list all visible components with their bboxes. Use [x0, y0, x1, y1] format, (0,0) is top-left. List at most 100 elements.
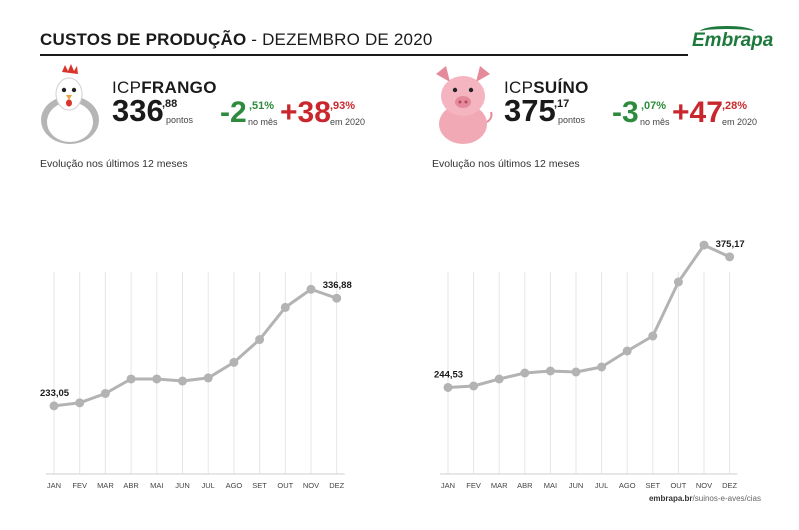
- page-title: CUSTOS DE PRODUÇÃO - DEZEMBRO DE 2020: [40, 30, 433, 50]
- x-tick-label: SET: [646, 481, 661, 490]
- variation-integer: 3: [622, 96, 639, 129]
- variation-sign: +: [280, 96, 298, 129]
- data-point: [673, 277, 683, 287]
- data-point: [203, 373, 213, 383]
- variation-month: -2 ,51% no mês: [220, 96, 278, 129]
- logo-text: Embrapa: [692, 30, 774, 51]
- data-point: [255, 335, 265, 345]
- variation-decimal: ,28%: [722, 100, 748, 112]
- x-tick-label: JAN: [441, 481, 455, 490]
- data-point: [280, 302, 290, 312]
- variation-caption: em 2020: [330, 117, 366, 127]
- x-tick-label: ABR: [517, 481, 533, 490]
- x-tick-label: NOV: [696, 481, 712, 490]
- x-tick-label: DEZ: [329, 481, 344, 490]
- pig-line-chart: JAN FEV MAR ABR MAI JUN JUL AGO SET OUT NOV DEZ 244,…: [434, 239, 745, 490]
- evolution-label: Evolução nos últimos 12 meses: [40, 158, 188, 170]
- variation-integer: 2: [230, 96, 247, 129]
- x-tick-label: AGO: [619, 481, 636, 490]
- data-point: [152, 374, 162, 384]
- data-point: [699, 240, 709, 250]
- icp-chicken-value: 336: [112, 95, 164, 126]
- value-decimal: ,88: [162, 98, 178, 110]
- x-tick-label: NOV: [303, 481, 319, 490]
- x-tick-label: JAN: [47, 481, 61, 490]
- variation-decimal: ,93%: [330, 100, 356, 112]
- icp-pig-value: 375: [504, 95, 556, 126]
- x-tick-label: FEV: [466, 481, 481, 490]
- evolution-label: Evolução nos últimos 12 meses: [432, 158, 580, 170]
- x-tick-label: JUL: [595, 481, 608, 490]
- variation-sign: -: [220, 96, 230, 129]
- data-point: [178, 376, 187, 386]
- data-point: [571, 367, 581, 377]
- icp-name: FRANGO: [141, 78, 217, 97]
- x-tick-label: MAI: [150, 481, 163, 490]
- page-title-subtitle: - DEZEMBRO DE 2020: [246, 30, 433, 49]
- data-label: 336,88: [323, 280, 352, 291]
- chicken-line-chart: JAN FEV MAR ABR MAI JUN JUL AGO SET OUT NOV DEZ 233,…: [40, 272, 352, 490]
- x-tick-label: AGO: [226, 481, 243, 490]
- panel-pig: ICPSUÍNO 375 ,17 pontos -3 ,07% no mês +…: [432, 62, 792, 522]
- variation-year: +38 ,93% em 2020: [280, 96, 365, 129]
- data-point: [306, 284, 316, 294]
- data-label: 375,17: [716, 239, 745, 250]
- data-label: 233,05: [40, 388, 70, 399]
- icp-chicken-label: ICPFRANGO: [112, 78, 217, 98]
- chicken-icon: [41, 64, 99, 144]
- x-tick-label: JUN: [175, 481, 190, 490]
- x-tick-label: DEZ: [722, 481, 737, 490]
- icp-prefix: ICP: [112, 78, 142, 97]
- data-point: [75, 398, 85, 408]
- footer-url: embrapa.br/suinos-e-aves/cias: [649, 494, 761, 503]
- page-title-bold: CUSTOS DE PRODUÇÃO: [40, 30, 247, 49]
- data-point: [622, 346, 632, 356]
- x-tick-label: SET: [252, 481, 267, 490]
- x-tick-label: ABR: [123, 481, 139, 490]
- data-point: [494, 374, 504, 384]
- variation-caption: no mês: [248, 117, 278, 127]
- data-point: [597, 362, 607, 372]
- header: CUSTOS DE PRODUÇÃO - DEZEMBRO DE 2020: [40, 28, 688, 56]
- variation-caption: no mês: [640, 117, 670, 127]
- icp-prefix: ICP: [504, 78, 534, 97]
- data-point: [332, 293, 342, 303]
- x-tick-label: JUN: [569, 481, 584, 490]
- variation-sign: +: [672, 96, 690, 129]
- x-tick-label: OUT: [277, 481, 293, 490]
- x-tick-label: MAR: [97, 481, 114, 490]
- data-point: [545, 366, 555, 376]
- logo-swoosh-icon: [700, 26, 754, 37]
- value-unit: pontos: [558, 115, 586, 125]
- variation-month: -3 ,07% no mês: [612, 96, 670, 129]
- icp-pig-label: ICPSUÍNO: [504, 78, 589, 98]
- data-point: [443, 382, 453, 392]
- value-integer: 336: [112, 93, 164, 128]
- data-point: [648, 331, 658, 341]
- data-point: [469, 381, 479, 391]
- data-point: [725, 252, 735, 262]
- value-integer: 375: [504, 93, 556, 128]
- x-tick-label: MAR: [491, 481, 508, 490]
- data-label: 244,53: [434, 369, 463, 380]
- embrapa-logo: Embrapa: [692, 26, 773, 56]
- x-tick-label: MAI: [544, 481, 557, 490]
- x-tick-label: JUL: [202, 481, 215, 490]
- data-point: [49, 401, 59, 411]
- footer-site: embrapa.br: [648, 494, 693, 503]
- x-tick-label: FEV: [72, 481, 87, 490]
- variation-sign: -: [612, 96, 622, 129]
- variation-decimal: ,51%: [249, 100, 275, 112]
- x-tick-label: OUT: [670, 481, 686, 490]
- variation-year: +47 ,28% em 2020: [672, 96, 757, 129]
- variation-integer: 38: [297, 96, 331, 129]
- data-point: [126, 374, 136, 384]
- series-line: [53, 287, 338, 408]
- variation-caption: em 2020: [722, 117, 758, 127]
- variation-integer: 47: [689, 96, 723, 129]
- value-decimal: ,17: [554, 98, 570, 110]
- value-unit: pontos: [166, 115, 194, 125]
- panel-chicken: ICPFRANGO 336 ,88 pontos -2 ,51% no mês …: [40, 62, 400, 522]
- variation-decimal: ,07%: [641, 100, 667, 112]
- series-line: [447, 243, 731, 389]
